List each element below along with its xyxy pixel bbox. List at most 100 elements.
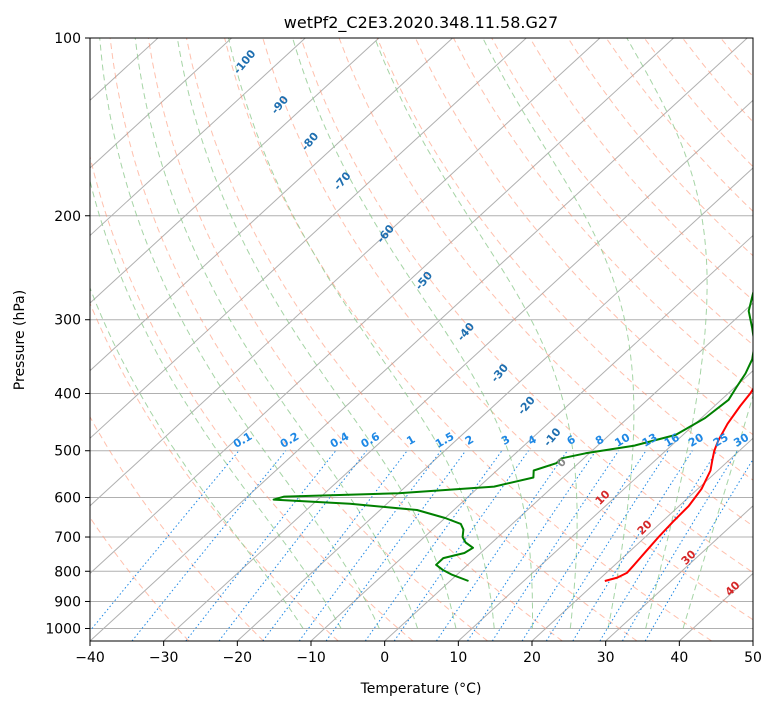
mixing-ratio-line — [393, 450, 529, 641]
isotherm-line — [310, 234, 753, 641]
dry-adiabat-line — [682, 38, 753, 123]
isotherm-line — [163, 99, 753, 641]
y-tick-label: 600 — [54, 490, 81, 506]
mixing-ratio-line — [218, 450, 367, 641]
dry-adiabat-line — [567, 38, 753, 257]
isotherm-line — [0, 38, 11, 641]
dry-adiabat-line — [90, 302, 339, 641]
dry-adiabat-line — [453, 38, 753, 391]
dry-adiabat-line — [262, 38, 753, 621]
moist-adiabat-line — [482, 38, 635, 629]
mixing-ratio-label: 0.6 — [359, 430, 383, 451]
moist-adiabat-line — [134, 38, 419, 629]
dry-adiabat-line — [90, 154, 414, 641]
x-axis: −40 −30 −20 −10 0 10 20 30 40 50 — [75, 641, 762, 666]
moist-adiabat-label: -10 — [541, 425, 564, 449]
dry-adiabat-line — [759, 38, 775, 641]
isotherm-line — [90, 38, 453, 372]
dry-adiabat-line — [300, 38, 753, 574]
moist-adiabat-line — [292, 38, 533, 629]
mixing-ratio-line — [90, 450, 240, 632]
y-tick-label: 900 — [54, 594, 81, 610]
moist-adiabat-label: -70 — [331, 169, 354, 193]
y-tick-label: 700 — [54, 530, 81, 546]
plot-frame — [89, 37, 754, 642]
mixing-ratio-label: 30 — [731, 431, 751, 450]
isotherm-line — [384, 302, 753, 641]
mixing-ratio-line — [298, 450, 442, 641]
dewpoint-line — [272, 291, 753, 582]
background-lines — [0, 38, 775, 641]
dry-adiabat-line — [643, 38, 753, 168]
isotherm-line — [90, 38, 306, 237]
mixing-ratio-line — [262, 450, 408, 641]
y-tick-label: 100 — [54, 31, 81, 47]
moist-adiabat-line — [374, 38, 578, 629]
mixing-ratio-label: 6 — [565, 433, 578, 448]
isotherm-line — [90, 38, 232, 169]
mixing-ratio-label: 13 — [640, 431, 660, 450]
moist-adiabat-label: 40 — [723, 578, 743, 598]
moist-adiabat-label: 10 — [593, 487, 613, 507]
mixing-ratio-line — [131, 450, 287, 641]
moist-adiabat-label: -40 — [455, 320, 478, 344]
x-tick-label: −20 — [223, 650, 253, 666]
mixing-ratio-line — [185, 450, 337, 641]
moist-adiabat-line — [90, 179, 342, 629]
mixing-ratio-label: 1.5 — [433, 430, 456, 451]
x-tick-label: −30 — [149, 650, 179, 666]
isotherm-line — [90, 38, 380, 304]
y-axis-title: Pressure (hPa) — [12, 290, 28, 390]
isotherm-line — [752, 640, 753, 641]
mixing-ratio-line — [521, 450, 647, 641]
moist-adiabat-label: -50 — [413, 269, 436, 293]
x-tick-label: 0 — [380, 650, 389, 666]
x-tick-label: 20 — [523, 650, 541, 666]
x-tick-label: 30 — [597, 650, 615, 666]
isotherm-line — [90, 38, 748, 641]
mixing-ratio-line — [621, 450, 738, 641]
mixing-ratio-line — [325, 450, 467, 641]
mixing-ratio-label: 0.4 — [328, 430, 352, 451]
mixing-ratio-line — [364, 450, 503, 641]
isotherm-line — [531, 437, 753, 641]
x-axis-title: Temperature (°C) — [360, 681, 482, 697]
moist-adiabat-label: -100 — [231, 47, 259, 77]
y-tick-label: 1000 — [45, 621, 81, 637]
dry-adiabat-line — [720, 38, 753, 78]
mixing-ratio-label: 25 — [711, 431, 731, 450]
moist-adiabat-label: -80 — [299, 130, 322, 154]
mixing-ratio-label: 3 — [499, 433, 512, 448]
x-tick-label: −40 — [75, 650, 105, 666]
moist-adiabat-label: -30 — [488, 361, 511, 385]
x-tick-label: 10 — [449, 650, 467, 666]
isotherm-line — [605, 505, 753, 641]
dry-adiabat-line — [224, 38, 712, 641]
mixing-ratio-line — [572, 450, 693, 641]
isotherm-line — [457, 369, 753, 641]
mixing-ratio-label: 2 — [463, 433, 476, 448]
dry-adiabat-line — [90, 516, 190, 641]
moist-adiabat-label: -20 — [515, 394, 538, 418]
sounding-series — [272, 291, 753, 582]
x-tick-label: −10 — [296, 650, 326, 666]
y-tick-label: 800 — [54, 564, 81, 580]
y-axis: 100 200 300 400 500 600 700 800 900 1000 — [45, 31, 90, 637]
mixing-ratio-label: 0.1 — [231, 430, 254, 451]
y-tick-label: 200 — [54, 209, 81, 225]
moist-adiabat-label: 20 — [635, 517, 655, 537]
dry-adiabat-line — [338, 38, 753, 527]
temperature-line — [604, 387, 753, 582]
dry-adiabat-line — [186, 38, 638, 641]
moist-adiabat-line — [228, 38, 495, 629]
dry-adiabat-line — [376, 38, 753, 481]
y-tick-label: 500 — [54, 444, 81, 460]
isotherm-line — [90, 38, 601, 507]
isotherm-line — [90, 38, 527, 439]
dry-adiabat-line — [491, 38, 753, 346]
y-tick-label: 300 — [54, 313, 81, 329]
mixing-ratio-label: 8 — [593, 433, 606, 448]
x-tick-label: 40 — [670, 650, 688, 666]
isotherm-line — [678, 572, 753, 641]
